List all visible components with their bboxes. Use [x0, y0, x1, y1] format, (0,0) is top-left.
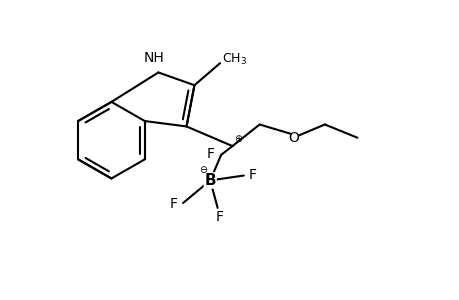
- Text: F: F: [216, 210, 224, 224]
- Text: O: O: [287, 131, 298, 145]
- Text: F: F: [248, 167, 256, 182]
- Text: ⊕: ⊕: [234, 134, 242, 144]
- Text: NH: NH: [144, 51, 164, 65]
- Text: F: F: [206, 147, 214, 161]
- Text: CH$_3$: CH$_3$: [221, 52, 246, 67]
- Text: ⊖: ⊖: [198, 165, 207, 175]
- Text: B: B: [204, 173, 216, 188]
- Text: F: F: [169, 197, 177, 211]
